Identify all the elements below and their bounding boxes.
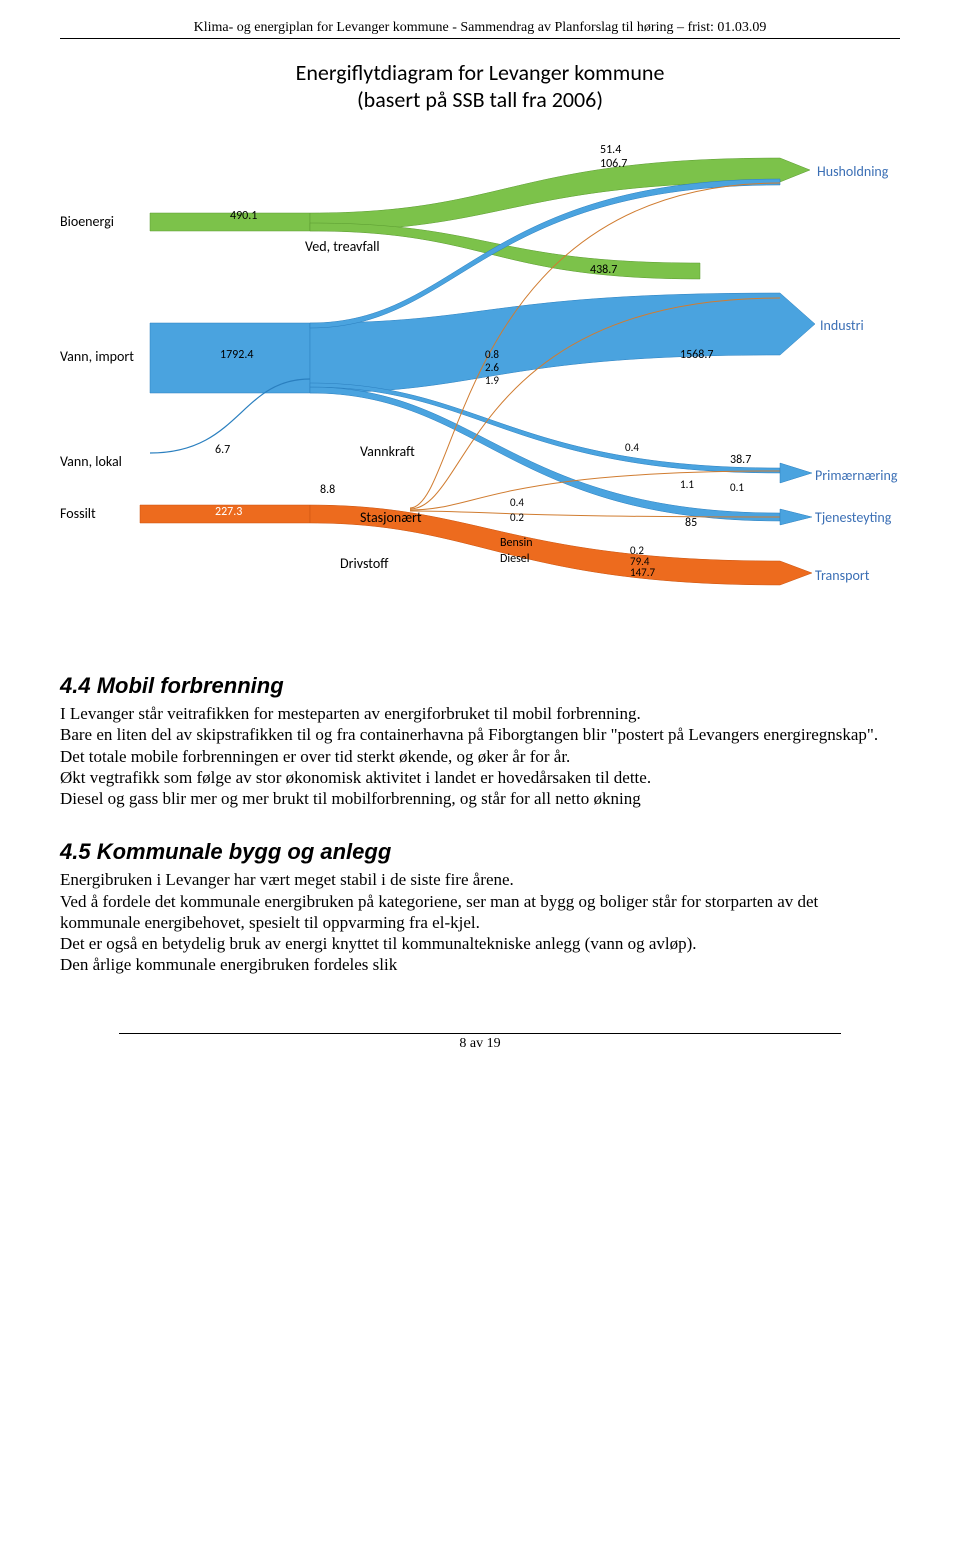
label-tjenesteyting: Tjenesteyting <box>815 509 891 526</box>
sankey-diagram: Bioenergi 490.1 Vann, import 1792.4 Vann… <box>60 123 900 643</box>
heading-45: 4.5 Kommunale bygg og anlegg <box>60 839 900 865</box>
value-vann-import: 1792.4 <box>220 348 253 362</box>
val-1477: 147.7 <box>630 566 655 579</box>
label-husholdning: Husholdning <box>817 163 888 180</box>
chart-title: Energiflytdiagram for Levanger kommune (… <box>60 59 900 113</box>
s44-p4: Økt vegtrafikk som følge av stor økonomi… <box>60 768 651 787</box>
value-fossilt: 227.3 <box>215 505 242 519</box>
value-bioenergi: 490.1 <box>230 209 257 223</box>
label-vann-lokal: Vann, lokal <box>60 453 122 470</box>
s44-p5: Diesel og gass blir mer og mer brukt til… <box>60 789 641 808</box>
label-bioenergi: Bioenergi <box>60 213 114 230</box>
section-44-body: I Levanger står veitrafikken for mestepa… <box>60 703 900 809</box>
document-page: Klima- og energiplan for Levanger kommun… <box>0 0 960 1092</box>
val-4387: 438.7 <box>590 263 617 277</box>
s45-p4: Den årlige kommunale energibruken fordel… <box>60 955 397 974</box>
label-primaernaering: Primærnæring <box>815 467 897 484</box>
heading-44: 4.4 Mobil forbrenning <box>60 673 900 699</box>
label-industri: Industri <box>820 317 864 334</box>
val-514: 51.4 <box>600 143 621 157</box>
label-vannkraft: Vannkraft <box>360 443 415 460</box>
label-bensin: Bensin <box>500 536 533 550</box>
val-15687: 1568.7 <box>680 348 713 362</box>
label-diesel: Diesel <box>500 552 530 566</box>
val-11: 1.1 <box>680 478 694 491</box>
val-04b: 0.4 <box>625 441 639 454</box>
label-vann-import: Vann, import <box>60 348 134 365</box>
label-transport: Transport <box>815 567 869 584</box>
section-45-body: Energibruken i Levanger har vært meget s… <box>60 869 900 975</box>
page-header: Klima- og energiplan for Levanger kommun… <box>60 20 900 39</box>
label-stasjonaert: Stasjonært <box>360 509 422 526</box>
s44-p1: I Levanger står veitrafikken for mestepa… <box>60 704 641 723</box>
header-text: Klima- og energiplan for Levanger kommun… <box>194 20 767 35</box>
sankey-svg <box>60 123 900 643</box>
value-vann-lokal: 6.7 <box>215 443 230 457</box>
val-85: 85 <box>685 516 697 530</box>
chart-title-line2: (basert på SSB tall fra 2006) <box>357 86 603 113</box>
page-footer: 8 av 19 <box>60 1036 900 1052</box>
val-88: 8.8 <box>320 483 335 497</box>
val-08: 0.8 <box>485 348 499 361</box>
label-fossilt: Fossilt <box>60 505 96 522</box>
chart-title-line1: Energiflytdiagram for Levanger kommune <box>296 59 665 86</box>
val-01: 0.1 <box>730 481 744 494</box>
label-ved-treavfall: Ved, treavfall <box>305 238 380 255</box>
val-19: 1.9 <box>485 374 499 387</box>
val-26: 2.6 <box>485 361 499 374</box>
s45-p1: Energibruken i Levanger har vært meget s… <box>60 870 514 889</box>
val-1067: 106.7 <box>600 157 627 171</box>
val-02a: 0.2 <box>510 511 524 524</box>
page-number: 8 av 19 <box>119 1033 840 1051</box>
val-387: 38.7 <box>730 453 751 467</box>
val-04a: 0.4 <box>510 496 524 509</box>
s45-p3: Det er også en betydelig bruk av energi … <box>60 934 697 953</box>
s45-p2: Ved å fordele det kommunale energibruken… <box>60 892 818 932</box>
s44-p3: Det totale mobile forbrenningen er over … <box>60 747 570 766</box>
s44-p2: Bare en liten del av skipstrafikken til … <box>60 725 878 744</box>
label-drivstoff: Drivstoff <box>340 555 388 572</box>
